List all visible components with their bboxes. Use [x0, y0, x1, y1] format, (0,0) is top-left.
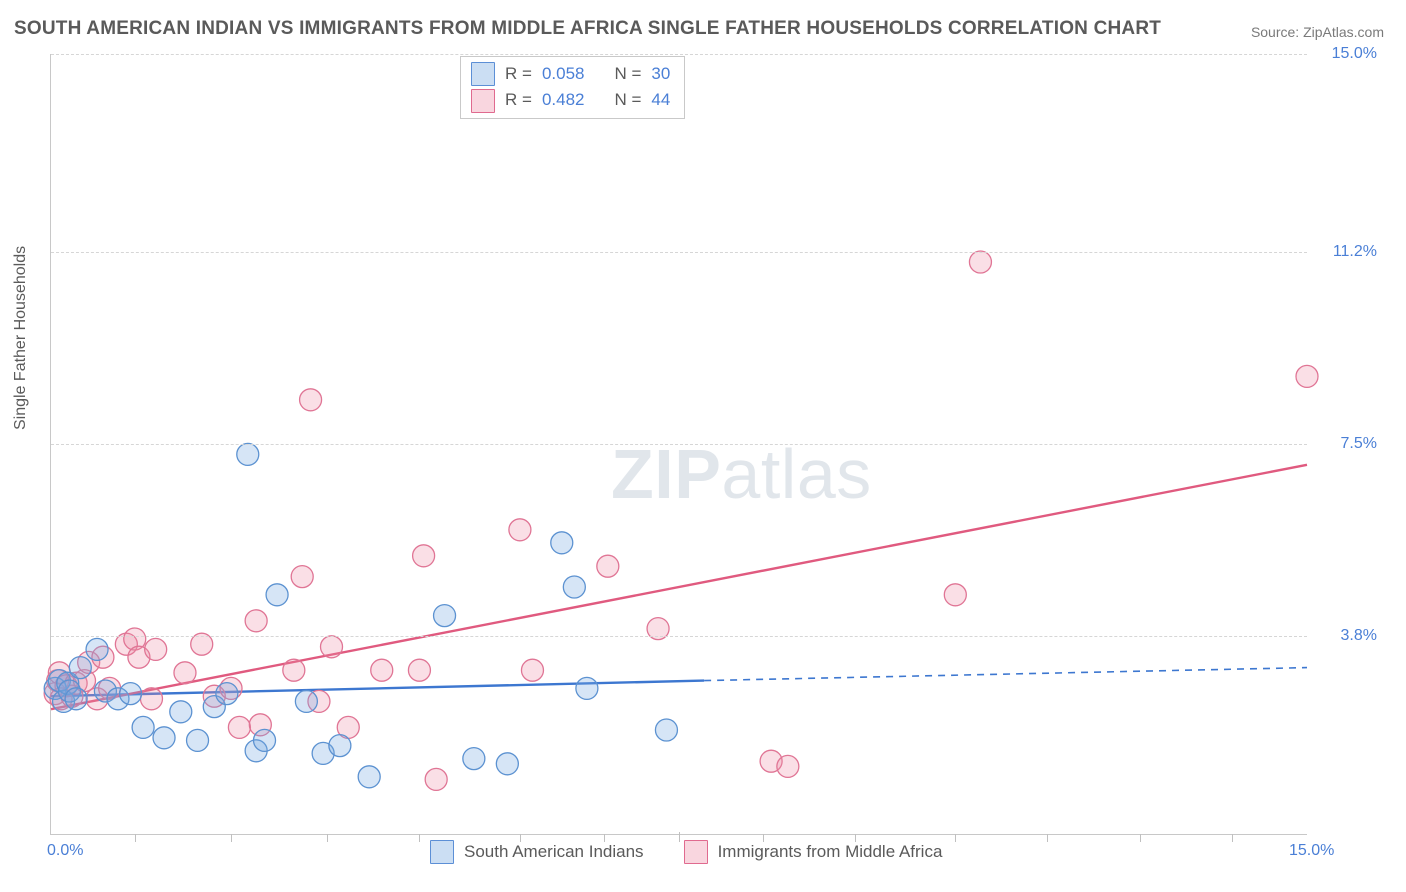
r-value-2: 0.482 — [542, 87, 585, 113]
data-point-blue — [496, 753, 518, 775]
data-point-blue — [170, 701, 192, 723]
data-point-blue — [266, 584, 288, 606]
data-point-pink — [371, 659, 393, 681]
series-legend: South American Indians Immigrants from M… — [430, 840, 942, 864]
legend-item-2: Immigrants from Middle Africa — [684, 840, 943, 864]
swatch-blue-icon — [430, 840, 454, 864]
data-point-pink — [140, 688, 162, 710]
x-tick — [1232, 834, 1233, 842]
plot-area: ZIPatlas 3.8%7.5%11.2%15.0%0.0%15.0% — [50, 54, 1307, 835]
data-point-blue — [329, 735, 351, 757]
data-point-blue — [295, 690, 317, 712]
data-point-pink — [228, 716, 250, 738]
data-point-pink — [300, 389, 322, 411]
data-point-pink — [777, 755, 799, 777]
data-point-blue — [463, 748, 485, 770]
data-point-pink — [174, 662, 196, 684]
data-point-pink — [413, 545, 435, 567]
y-tick-label: 15.0% — [1317, 45, 1377, 63]
data-point-pink — [245, 610, 267, 632]
swatch-pink-icon — [471, 89, 495, 113]
y-tick-label: 11.2% — [1317, 243, 1377, 261]
r-prefix: R = — [505, 87, 532, 113]
data-point-blue — [132, 716, 154, 738]
data-point-pink — [969, 251, 991, 273]
data-point-blue — [120, 683, 142, 705]
data-point-blue — [254, 729, 276, 751]
x-tick — [1047, 834, 1048, 842]
swatch-blue-icon — [471, 62, 495, 86]
n-value-1: 30 — [651, 61, 670, 87]
n-prefix: N = — [614, 87, 641, 113]
x-tick-label-max: 15.0% — [1289, 842, 1371, 860]
source-label: Source: ZipAtlas.com — [1251, 24, 1384, 40]
y-tick-label: 7.5% — [1317, 435, 1377, 453]
data-point-pink — [521, 659, 543, 681]
data-point-blue — [551, 532, 573, 554]
data-point-pink — [321, 636, 343, 658]
x-tick — [231, 834, 232, 842]
trendline-blue-dashed — [704, 668, 1307, 681]
data-point-blue — [69, 657, 91, 679]
data-point-blue — [153, 727, 175, 749]
data-point-pink — [597, 555, 619, 577]
data-point-pink — [425, 768, 447, 790]
data-point-blue — [576, 677, 598, 699]
y-axis-label: Single Father Households — [12, 246, 30, 430]
data-point-blue — [655, 719, 677, 741]
trendline-pink — [51, 465, 1307, 709]
data-point-blue — [434, 605, 456, 627]
x-tick — [135, 834, 136, 842]
chart-title: SOUTH AMERICAN INDIAN VS IMMIGRANTS FROM… — [14, 18, 1161, 40]
x-tick — [1140, 834, 1141, 842]
gridline — [51, 444, 1307, 445]
data-point-blue — [216, 683, 238, 705]
swatch-pink-icon — [684, 840, 708, 864]
x-tick — [419, 834, 420, 842]
data-point-blue — [65, 688, 87, 710]
data-point-blue — [563, 576, 585, 598]
gridline — [51, 636, 1307, 637]
n-prefix: N = — [614, 61, 641, 87]
data-point-pink — [944, 584, 966, 606]
gridline — [51, 54, 1307, 55]
data-point-pink — [291, 566, 313, 588]
data-point-pink — [509, 519, 531, 541]
r-prefix: R = — [505, 61, 532, 87]
legend-label-2: Immigrants from Middle Africa — [718, 842, 943, 862]
x-tick — [955, 834, 956, 842]
legend-row-series2: R = 0.482 N = 44 — [471, 87, 670, 113]
correlation-legend: R = 0.058 N = 30 R = 0.482 N = 44 — [460, 56, 685, 119]
r-value-1: 0.058 — [542, 61, 585, 87]
data-point-blue — [86, 638, 108, 660]
data-point-pink — [408, 659, 430, 681]
n-value-2: 44 — [651, 87, 670, 113]
gridline — [51, 252, 1307, 253]
data-point-blue — [358, 766, 380, 788]
data-point-pink — [145, 638, 167, 660]
x-tick-label-min: 0.0% — [47, 842, 83, 860]
x-tick — [327, 834, 328, 842]
data-point-blue — [237, 443, 259, 465]
data-point-blue — [187, 729, 209, 751]
y-tick-label: 3.8% — [1317, 627, 1377, 645]
legend-label-1: South American Indians — [464, 842, 644, 862]
legend-row-series1: R = 0.058 N = 30 — [471, 61, 670, 87]
legend-item-1: South American Indians — [430, 840, 644, 864]
data-point-pink — [283, 659, 305, 681]
data-point-pink — [1296, 365, 1318, 387]
